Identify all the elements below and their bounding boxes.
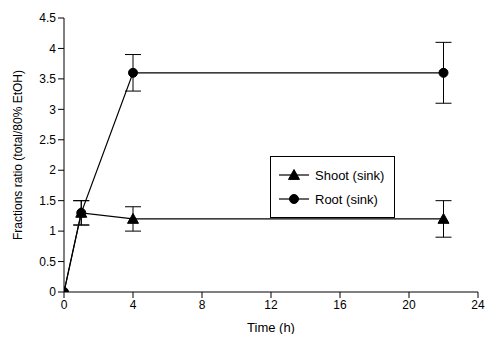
svg-text:1: 1	[49, 224, 56, 238]
svg-text:Time (h): Time (h)	[247, 320, 295, 334]
svg-text:24: 24	[471, 298, 485, 312]
svg-text:0: 0	[61, 298, 68, 312]
svg-text:1.5: 1.5	[39, 194, 56, 208]
svg-text:2: 2	[49, 163, 56, 177]
svg-text:3.5: 3.5	[39, 72, 56, 86]
html-text:Shoot (sink): Shoot (sink)	[315, 167, 385, 183]
svg-text:12: 12	[264, 298, 278, 312]
svg-text:2.5: 2.5	[39, 133, 56, 147]
svg-text:3: 3	[49, 103, 56, 117]
svg-text:4.5: 4.5	[39, 11, 56, 25]
svg-text:8: 8	[199, 298, 206, 312]
svg-text:0.5: 0.5	[39, 255, 56, 269]
svg-text:4: 4	[130, 298, 137, 312]
svg-text:16: 16	[333, 298, 347, 312]
svg-text:4: 4	[49, 42, 56, 56]
svg-text:20: 20	[402, 298, 416, 312]
svg-text:0: 0	[49, 285, 56, 299]
html-text:Root (sink): Root (sink)	[315, 191, 378, 207]
svg-text:Fractions ratio (total/80% EtO: Fractions ratio (total/80% EtOH)	[11, 70, 25, 240]
